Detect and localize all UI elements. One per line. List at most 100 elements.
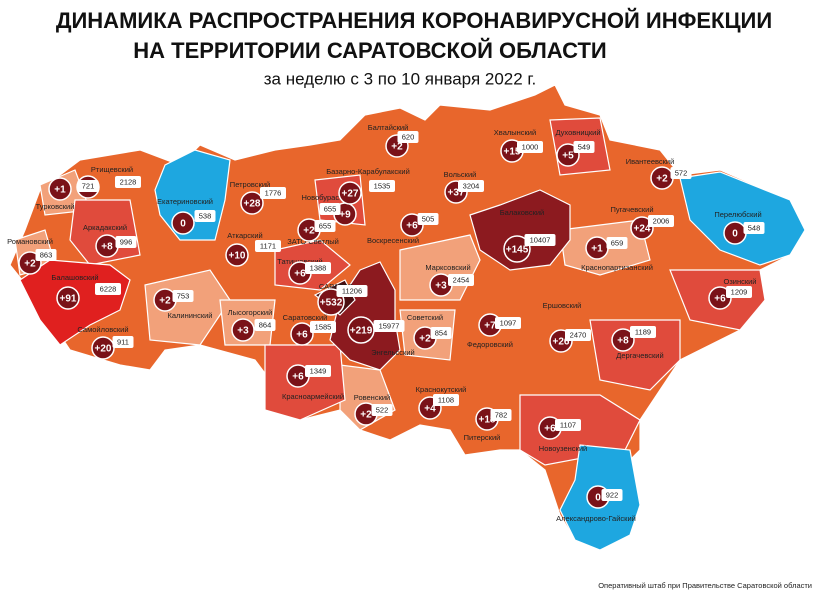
region-total: 996 bbox=[120, 237, 133, 246]
region-name: Романовский bbox=[7, 237, 53, 246]
region-total: 1349 bbox=[310, 366, 327, 375]
total-box bbox=[194, 210, 216, 222]
region-name: Перелюбский bbox=[714, 210, 761, 219]
total-box bbox=[397, 131, 419, 143]
region-name: Красноармейский bbox=[282, 392, 344, 401]
region-total: 2128 bbox=[120, 177, 137, 186]
region-name: Пугачевский bbox=[610, 205, 653, 214]
region-increase: +1 bbox=[591, 244, 603, 255]
region-total: 538 bbox=[199, 211, 212, 220]
region-name: Ершовский bbox=[543, 301, 582, 310]
region-total: 655 bbox=[319, 221, 332, 230]
region-increase: +18 bbox=[479, 415, 496, 426]
region-increase: +37 bbox=[448, 188, 465, 199]
region-name: Саратовский bbox=[283, 313, 328, 322]
region-name: Краснокутский bbox=[416, 385, 467, 394]
region-total: 505 bbox=[422, 214, 435, 223]
increase-badge bbox=[171, 211, 195, 235]
region-increase: +2 bbox=[159, 296, 171, 307]
region-shape bbox=[679, 171, 806, 266]
region-name: Лысогорский bbox=[228, 308, 273, 317]
total-box bbox=[726, 286, 752, 298]
region-name: Самойловский bbox=[77, 325, 128, 334]
region-increase: +6 bbox=[296, 330, 308, 341]
title-line2: НА ТЕРРИТОРИИ САРАТОВСКОЙ ОБЛАСТИ bbox=[133, 38, 606, 63]
region-total: 721 bbox=[82, 181, 95, 190]
region-labels: Ртищевский+232128Турковский+1721Екатерин… bbox=[7, 123, 765, 523]
total-box bbox=[319, 203, 341, 215]
increase-badge bbox=[48, 177, 72, 201]
region-total: 522 bbox=[376, 405, 389, 414]
region-name: Дергачевский bbox=[616, 351, 663, 360]
region-increase: +8 bbox=[617, 336, 629, 347]
total-box bbox=[115, 176, 141, 188]
region-name: Краснопартизанский bbox=[581, 263, 653, 272]
region-name: Балтайский bbox=[368, 123, 409, 132]
increase-badge bbox=[240, 191, 264, 215]
region-increase: +6 bbox=[292, 372, 304, 383]
region-increase: +20 bbox=[95, 344, 112, 355]
region-total: 1388 bbox=[310, 263, 327, 272]
region-total: 655 bbox=[324, 204, 337, 213]
increase-badge bbox=[91, 336, 115, 360]
region-increase: +24 bbox=[634, 224, 651, 235]
total-box bbox=[260, 187, 286, 199]
region-total: 911 bbox=[117, 337, 129, 346]
total-box bbox=[743, 222, 765, 234]
total-box bbox=[670, 167, 692, 179]
region-increase: +6 bbox=[544, 424, 556, 435]
total-box bbox=[565, 329, 591, 341]
region-total: 1097 bbox=[500, 318, 517, 327]
region-total: 1585 bbox=[315, 322, 332, 331]
total-box bbox=[430, 327, 452, 339]
region-total: 659 bbox=[611, 238, 624, 247]
region-increase: 0 bbox=[732, 229, 738, 240]
region-name: Советский bbox=[407, 313, 443, 322]
region-name: Калининский bbox=[168, 311, 213, 320]
region-total: 2006 bbox=[653, 216, 670, 225]
region-name: Ртищевский bbox=[91, 165, 133, 174]
region-increase: +2 bbox=[656, 174, 668, 185]
region-name: Ровенский bbox=[354, 393, 390, 402]
region-name: Вольский bbox=[444, 170, 477, 179]
region-total: 10407 bbox=[530, 235, 551, 244]
region-name: Питерский bbox=[464, 433, 501, 442]
region-total: 1776 bbox=[265, 188, 282, 197]
region-increase: +219 bbox=[350, 326, 373, 337]
region-name: Аткарский bbox=[227, 231, 262, 240]
increase-badge bbox=[290, 322, 314, 346]
total-box bbox=[255, 240, 281, 252]
region-increase: +9 bbox=[339, 210, 351, 221]
total-box bbox=[371, 404, 393, 416]
region-total: 854 bbox=[435, 328, 448, 337]
region-name: Балаковский bbox=[500, 208, 545, 217]
region-increase: +1 bbox=[54, 185, 66, 196]
total-box bbox=[601, 489, 623, 501]
region-increase: +6 bbox=[294, 269, 306, 280]
region-name: Воскресенский bbox=[367, 236, 419, 245]
regions-shapes bbox=[9, 84, 806, 551]
region-name: Ивантеевский bbox=[626, 157, 675, 166]
region-increase: +8 bbox=[101, 242, 113, 253]
total-box bbox=[310, 321, 336, 333]
total-box bbox=[458, 180, 484, 192]
total-box bbox=[305, 365, 331, 377]
region-total: 922 bbox=[606, 490, 619, 499]
region-total: 1108 bbox=[438, 395, 454, 404]
increase-badge bbox=[225, 243, 249, 267]
region-total: 863 bbox=[40, 250, 53, 259]
total-box bbox=[172, 290, 194, 302]
region-increase: +91 bbox=[60, 294, 77, 305]
region-increase: +6 bbox=[714, 294, 726, 305]
region-name: Озинский bbox=[723, 277, 756, 286]
region-total: 1107 bbox=[560, 420, 576, 429]
region-increase: +3 bbox=[237, 326, 249, 337]
total-box bbox=[77, 180, 99, 192]
increase-badge bbox=[338, 181, 362, 205]
region-increase: +4 bbox=[424, 404, 436, 415]
region-increase: +145 bbox=[506, 245, 529, 256]
total-box bbox=[573, 141, 595, 153]
region-increase: +2 bbox=[24, 259, 36, 270]
total-box bbox=[112, 336, 134, 348]
